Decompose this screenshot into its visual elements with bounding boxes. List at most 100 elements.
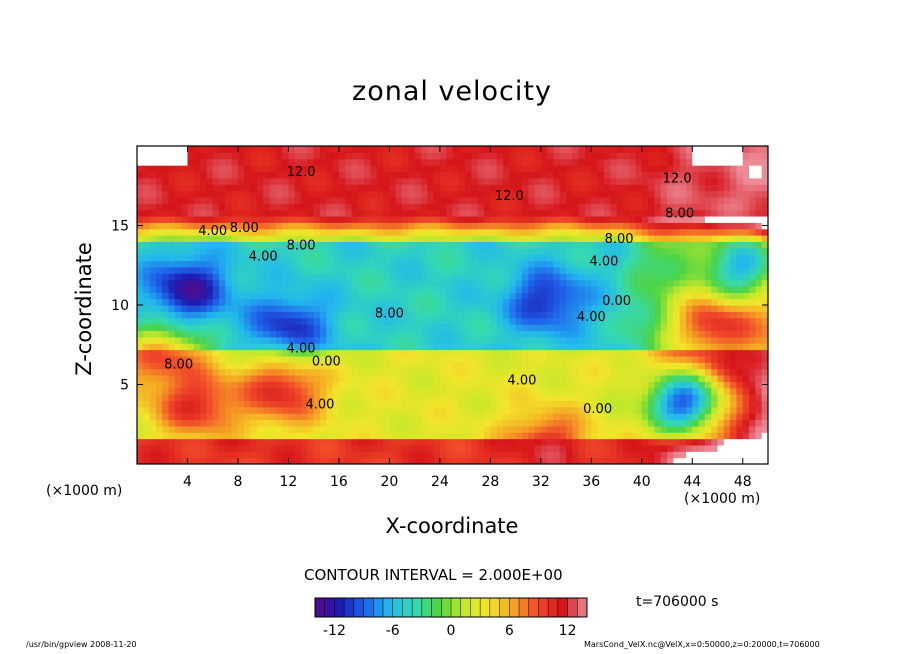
field-cell [603, 432, 611, 440]
field-cell [660, 394, 668, 401]
field-cell [679, 241, 687, 249]
field-cell [137, 241, 144, 249]
field-cell [730, 165, 738, 173]
field-cell [566, 184, 573, 192]
field-cell [572, 285, 580, 293]
field-cell [389, 203, 397, 211]
field-cell [433, 279, 441, 287]
field-cell [458, 381, 466, 389]
field-cell [357, 254, 365, 262]
field-cell [225, 184, 233, 192]
field-cell [755, 298, 763, 306]
field-cell [231, 355, 239, 363]
field-cell [742, 368, 750, 376]
field-cell [288, 254, 296, 262]
field-cell [225, 215, 233, 223]
field-cell [408, 292, 416, 300]
field-cell [591, 394, 599, 401]
field-cell [534, 203, 542, 211]
field-cell [187, 152, 195, 160]
field-cell [427, 165, 435, 173]
field-cell [237, 177, 245, 185]
field-cell [143, 203, 151, 211]
field-cell [465, 394, 473, 401]
field-cell [723, 425, 731, 433]
field-cell [212, 419, 220, 427]
field-cell [452, 425, 460, 433]
field-cell [307, 343, 315, 351]
field-cell [319, 368, 327, 376]
field-cell [420, 368, 428, 376]
field-cell [383, 235, 390, 242]
field-cell [755, 260, 763, 268]
field-cell [225, 311, 233, 319]
field-cell [389, 355, 397, 363]
field-cell [200, 196, 208, 204]
field-cell [376, 368, 384, 376]
field-cell [370, 285, 378, 293]
field-cell [408, 387, 416, 395]
field-cell [162, 273, 170, 281]
field-cell [256, 425, 264, 433]
field-cell [168, 432, 176, 440]
field-cell [383, 158, 390, 166]
field-cell [200, 457, 208, 464]
field-cell [547, 146, 555, 153]
field-cell [149, 451, 157, 459]
field-cell [212, 311, 220, 319]
field-cell [275, 355, 283, 363]
field-cell [433, 165, 441, 173]
field-cell [648, 279, 656, 287]
field-cell [547, 362, 555, 370]
field-cell [250, 343, 258, 351]
field-cell [162, 425, 170, 433]
field-cell [534, 457, 542, 464]
field-cell [679, 171, 687, 179]
field-cell [559, 228, 567, 236]
field-cell [528, 324, 536, 332]
field-cell [149, 457, 157, 464]
field-cell [137, 324, 144, 332]
field-cell [408, 305, 416, 312]
field-cell [458, 298, 466, 306]
field-cell [174, 362, 182, 370]
field-cell [673, 228, 681, 236]
field-cell [225, 336, 233, 344]
field-cell [521, 355, 529, 363]
field-cell [351, 279, 359, 287]
field-cell [168, 203, 176, 211]
field-cell [193, 247, 201, 255]
field-cell [174, 336, 182, 344]
field-cell [641, 355, 649, 363]
field-cell [502, 228, 510, 236]
field-cell [269, 432, 277, 440]
field-cell [389, 177, 397, 185]
field-cell [755, 419, 763, 427]
field-cell [723, 317, 731, 325]
field-cell [496, 184, 504, 192]
field-cell [427, 355, 435, 363]
field-cell [515, 285, 523, 293]
field-cell [313, 438, 321, 446]
field-cell [578, 171, 586, 179]
field-cell [408, 222, 416, 230]
field-cell [162, 190, 170, 198]
field-cell [717, 222, 725, 230]
field-cell [446, 419, 454, 427]
field-cell [534, 368, 542, 376]
field-cell [326, 330, 334, 338]
field-cell [521, 171, 529, 179]
field-cell [515, 355, 523, 363]
field-cell [534, 190, 542, 198]
field-cell [376, 355, 384, 363]
field-cell [364, 266, 372, 274]
field-cell [376, 317, 384, 325]
field-cell [515, 209, 523, 217]
field-cell [616, 387, 624, 395]
field-cell [219, 177, 226, 185]
field-cell [616, 298, 624, 306]
field-cell [629, 177, 637, 185]
field-cell [307, 438, 315, 446]
field-cell [610, 305, 618, 312]
field-cell [193, 368, 201, 376]
